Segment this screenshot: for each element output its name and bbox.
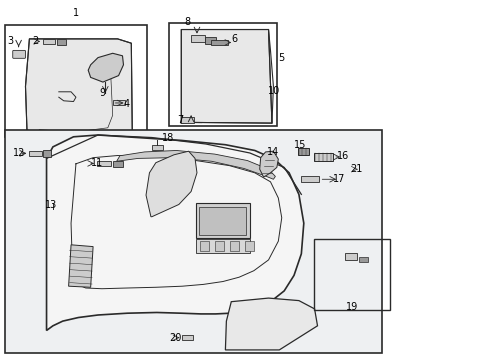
Bar [57,39,66,45]
Bar [196,203,250,238]
Text: 10: 10 [269,86,280,96]
Bar [205,37,216,44]
Bar [301,176,319,182]
Bar [97,161,111,166]
Bar [211,40,228,45]
Circle shape [347,168,354,174]
Polygon shape [181,30,272,123]
Bar [113,161,123,167]
Text: 2: 2 [32,36,38,46]
Text: 5: 5 [279,53,285,63]
Text: 7: 7 [177,114,183,125]
Bar [245,241,254,251]
Bar [199,207,246,235]
Text: 19: 19 [346,302,358,312]
Polygon shape [146,151,197,217]
Text: 13: 13 [45,200,58,210]
FancyBboxPatch shape [194,117,202,123]
Text: 16: 16 [337,150,349,161]
Bar [5,25,147,137]
Bar [191,35,205,42]
Polygon shape [225,298,318,350]
Text: 8: 8 [184,17,190,27]
Ellipse shape [48,194,58,204]
Polygon shape [260,151,278,177]
Bar [359,257,368,262]
Polygon shape [88,53,123,82]
Polygon shape [117,150,275,179]
Bar [169,23,277,126]
Bar [314,239,390,310]
Bar [196,239,250,253]
Text: 6: 6 [231,34,237,44]
Polygon shape [25,39,132,136]
Text: 3: 3 [8,36,14,46]
Bar [200,241,209,251]
Polygon shape [69,245,93,287]
Bar [230,241,239,251]
Bar [298,148,309,155]
Bar [215,241,224,251]
Text: 15: 15 [294,140,306,150]
Text: 14: 14 [268,147,280,157]
Bar [182,335,193,340]
Bar [43,39,55,44]
FancyBboxPatch shape [13,50,25,58]
Text: 1: 1 [73,8,79,18]
Text: 17: 17 [333,174,345,184]
Bar [345,253,357,260]
Text: 20: 20 [169,333,182,343]
Text: 9: 9 [100,88,106,98]
Text: 11: 11 [91,158,103,168]
Polygon shape [47,135,304,330]
Bar [314,153,333,161]
Text: 18: 18 [162,132,174,143]
Text: 21: 21 [350,164,363,174]
Bar [152,145,163,150]
Bar [113,100,125,105]
Bar [5,130,382,353]
Bar [181,117,194,123]
Bar [43,150,51,157]
Bar [29,151,42,156]
Circle shape [322,250,336,260]
Text: 4: 4 [123,99,129,109]
Text: 12: 12 [13,148,26,158]
